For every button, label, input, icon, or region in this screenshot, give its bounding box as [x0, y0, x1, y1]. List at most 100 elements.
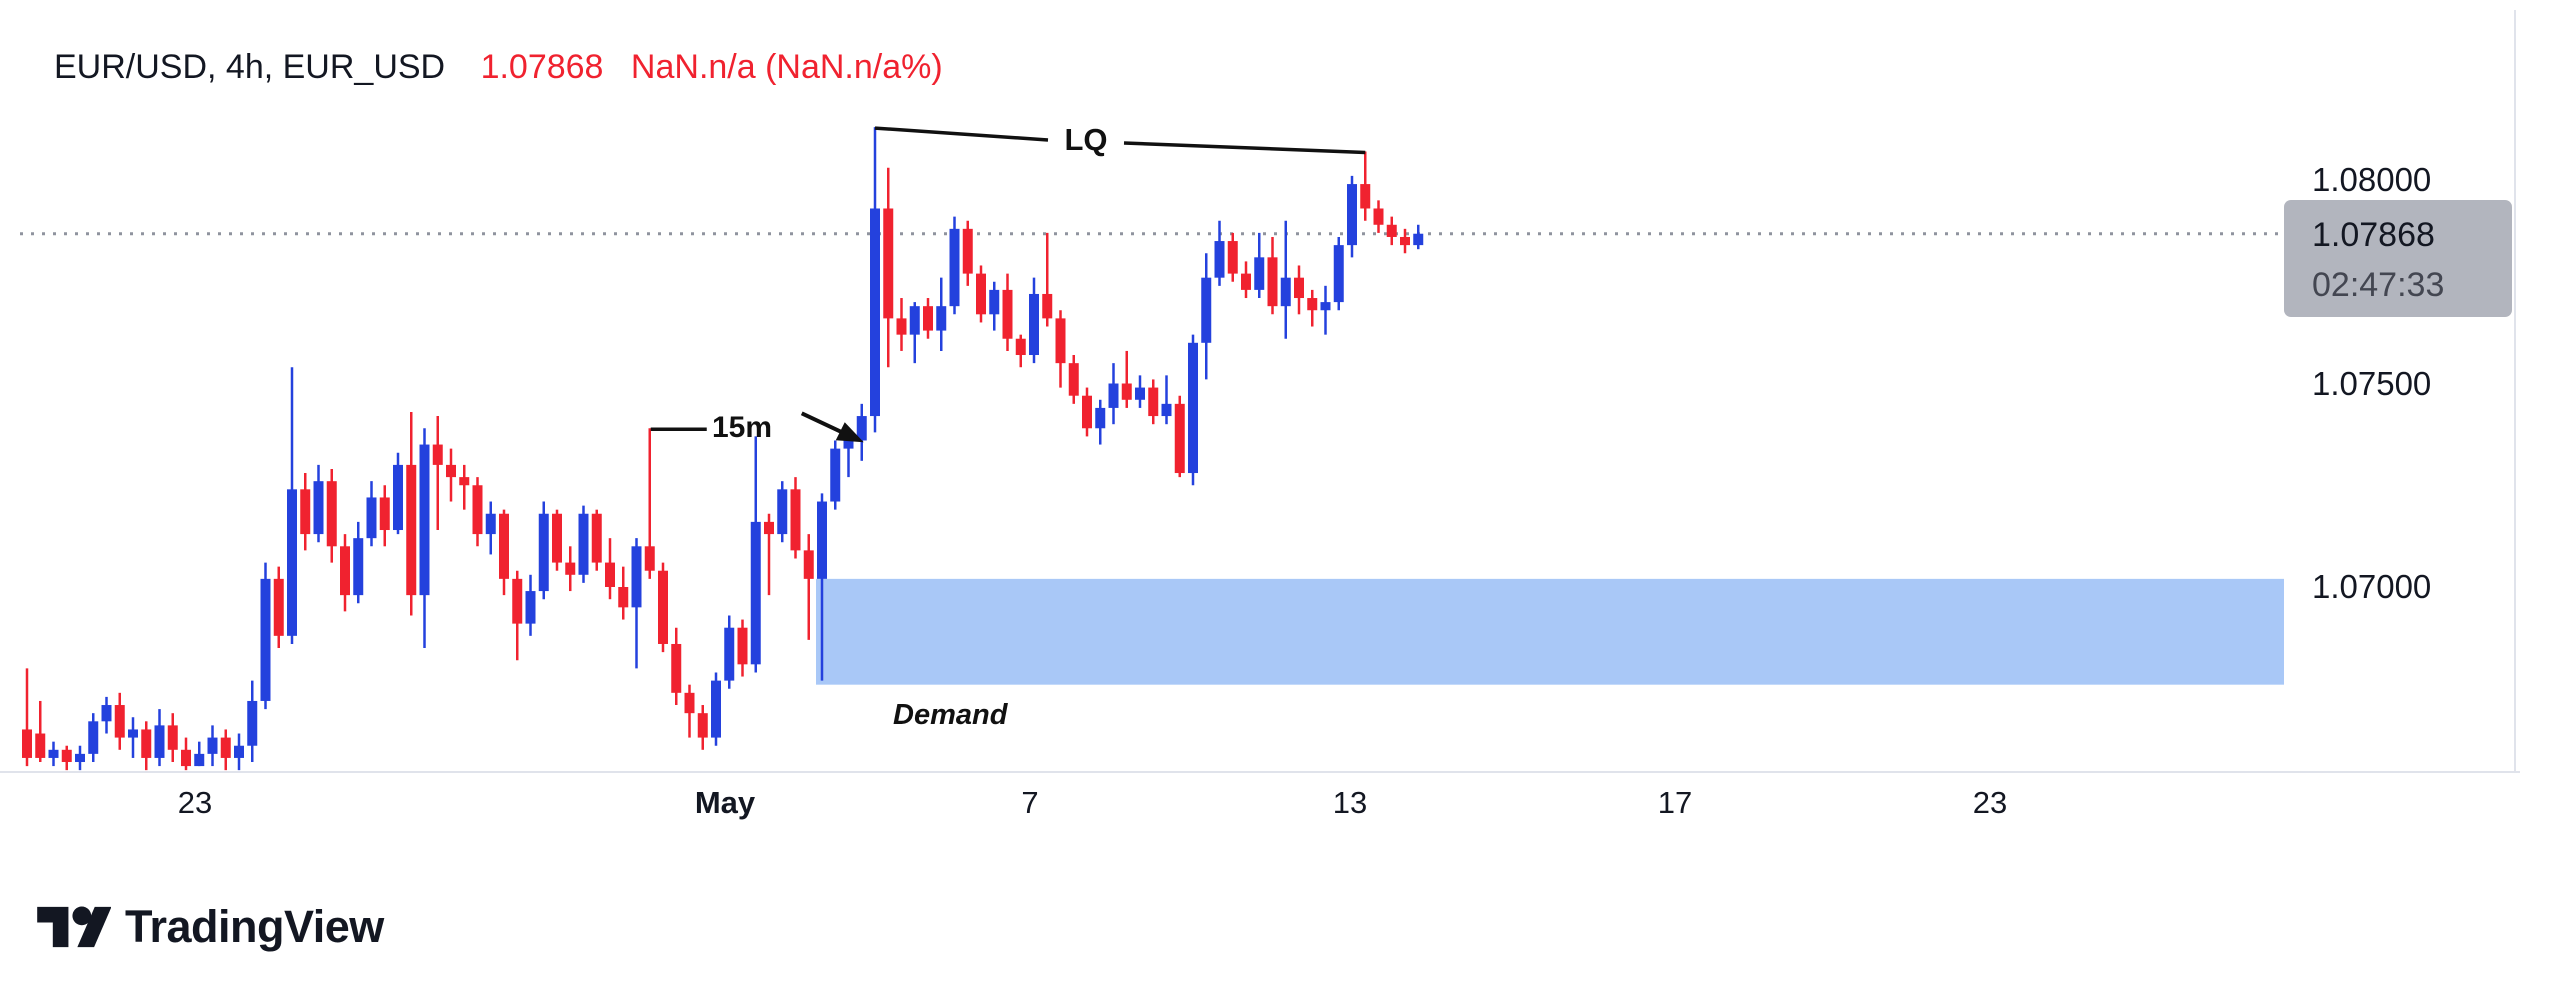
candle-body	[512, 578, 523, 624]
demand-zone-label[interactable]: Demand	[893, 699, 1008, 731]
candle-body	[909, 306, 920, 335]
candle-body	[1227, 241, 1238, 274]
price-axis-label: 1.08000	[2312, 161, 2432, 198]
candle-body	[459, 477, 470, 486]
candle-body	[936, 306, 947, 331]
time-axis-label: 7	[1021, 785, 1039, 820]
candle-body	[247, 700, 258, 746]
last-price-countdown-box: 1.07868 02:47:33	[2284, 200, 2512, 317]
price-change-value: NaN.n/a (NaN.n/a%)	[630, 48, 943, 86]
candle-body	[764, 521, 774, 535]
candle-body	[1201, 277, 1212, 343]
time-axis-label: 23	[1972, 785, 2008, 820]
candle-body	[1082, 395, 1092, 429]
candle-body	[856, 416, 867, 441]
candle-body	[114, 705, 125, 738]
candle-body	[697, 713, 708, 738]
candle-body	[1360, 184, 1371, 209]
candle-body	[446, 464, 456, 478]
candle-body	[1386, 224, 1397, 237]
candle-body	[658, 570, 668, 644]
candle-body	[393, 464, 403, 531]
candle-body	[1413, 233, 1424, 246]
15m-arrowhead-icon	[835, 422, 864, 443]
candle-body	[141, 729, 152, 758]
candle-body	[1373, 208, 1384, 225]
lq-line-right[interactable]	[1123, 141, 1366, 155]
candle-body	[61, 749, 72, 763]
candle-body	[790, 489, 801, 551]
candle-body	[684, 692, 695, 714]
candle-body	[128, 729, 138, 738]
candle-body	[591, 513, 602, 563]
chart-legend[interactable]: EUR/USD, 4h, EUR_USD 1.07868 NaN.n/a (Na…	[54, 48, 943, 87]
candle-body	[777, 489, 788, 535]
candle-body	[472, 485, 483, 535]
candle-body	[1002, 289, 1013, 339]
candle-body	[724, 627, 735, 681]
candle-body	[313, 481, 324, 535]
candle-body	[870, 208, 880, 417]
candle-body	[618, 587, 629, 608]
candle-body	[287, 489, 297, 636]
symbol-title[interactable]: EUR/USD, 4h, EUR_USD	[54, 48, 446, 86]
candle-body	[737, 627, 748, 665]
candle-body	[1267, 257, 1278, 307]
candle-body	[1241, 273, 1251, 290]
candle-body	[750, 521, 761, 665]
candle-body	[578, 513, 589, 575]
candle-body	[949, 228, 960, 307]
candle-body	[1108, 383, 1119, 408]
candle-body	[1347, 184, 1357, 246]
candle-body	[1095, 407, 1106, 429]
candle-body	[565, 562, 576, 575]
candle-body	[35, 733, 46, 758]
candle-body	[538, 513, 549, 592]
candle-body	[923, 306, 933, 331]
candle-body	[1135, 387, 1145, 400]
time-scale[interactable]: 23 May 7 13 17 23	[0, 773, 2520, 843]
candle-body	[976, 273, 986, 315]
candle-body	[1188, 342, 1198, 474]
candle-body	[1161, 403, 1172, 417]
price-scale[interactable]: 1.07868 02:47:33 1.08000 1.07500 1.07000	[2284, 0, 2560, 772]
candle-body	[207, 737, 218, 754]
candle-body	[366, 497, 377, 539]
candle-body	[989, 289, 1000, 315]
tradingview-logo[interactable]: TradingView	[37, 898, 384, 956]
candle-body	[1280, 277, 1291, 307]
candle-body	[1029, 293, 1039, 356]
candle-body	[1400, 236, 1410, 246]
candle-body	[22, 729, 32, 758]
candle-body	[1174, 403, 1185, 474]
candle-body	[101, 705, 112, 722]
candle-body	[432, 444, 443, 465]
candle-body	[419, 444, 430, 596]
candle-body	[631, 546, 642, 608]
candle-body	[340, 546, 350, 596]
candle-body	[644, 546, 655, 571]
candle-body	[552, 513, 562, 563]
candle-body	[962, 228, 973, 274]
candle-body	[817, 501, 827, 579]
lq-line-left[interactable]	[874, 126, 1049, 142]
lq-annotation-label[interactable]: LQ	[1064, 122, 1108, 157]
candle-body	[830, 448, 841, 502]
candle-body	[883, 208, 894, 319]
candle-body	[167, 725, 178, 750]
time-axis-label: May	[694, 785, 756, 820]
demand-zone-rect[interactable]	[816, 578, 2284, 685]
candle-body	[1333, 245, 1344, 303]
candle-body	[843, 440, 854, 449]
candle-body	[605, 562, 615, 587]
candle-body	[75, 753, 85, 763]
countdown-box-price: 1.07868	[2312, 216, 2435, 254]
candle-body	[220, 737, 231, 758]
candle-body	[1015, 338, 1026, 356]
candle-body	[1042, 293, 1053, 319]
candle-body	[88, 721, 99, 754]
candle-body	[1121, 383, 1132, 400]
fifteen-m-annotation-label[interactable]: 15m	[712, 411, 773, 444]
